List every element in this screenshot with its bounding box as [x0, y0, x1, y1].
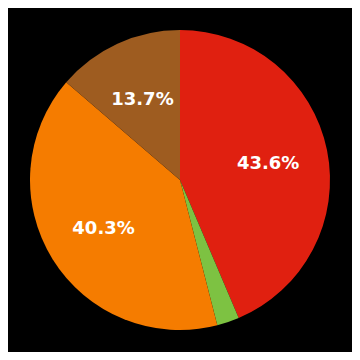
- svg-text:43.6%: 43.6%: [237, 152, 299, 173]
- svg-text:13.7%: 13.7%: [111, 88, 173, 109]
- svg-text:40.3%: 40.3%: [72, 217, 134, 238]
